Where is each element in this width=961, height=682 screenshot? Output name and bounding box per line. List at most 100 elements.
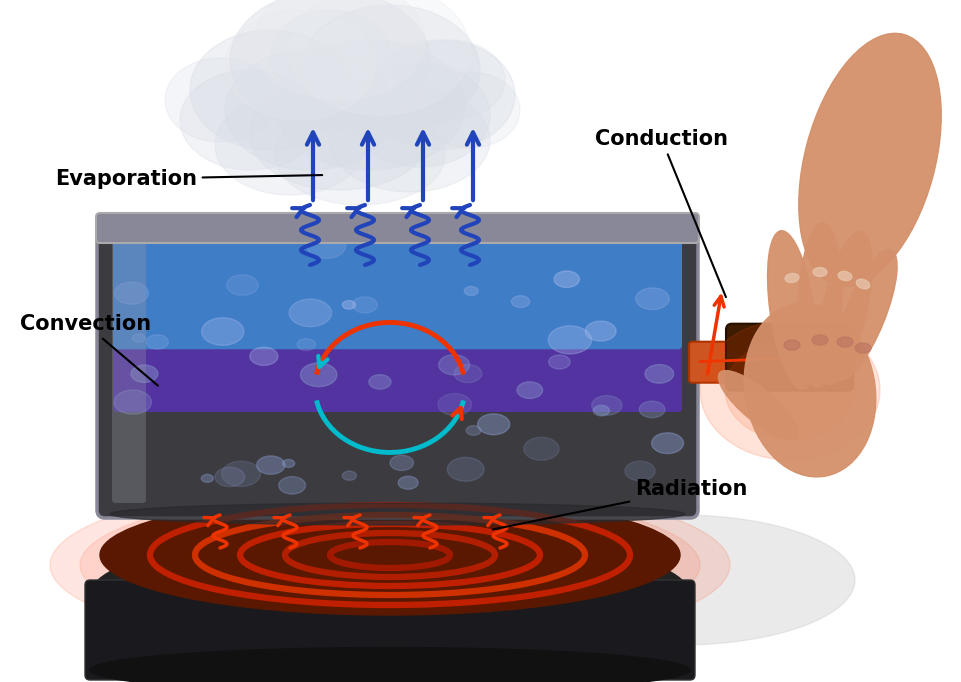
Ellipse shape (593, 405, 609, 416)
Ellipse shape (477, 414, 509, 434)
Ellipse shape (342, 471, 357, 480)
Ellipse shape (784, 273, 799, 282)
Ellipse shape (811, 335, 827, 345)
Ellipse shape (201, 475, 213, 482)
Ellipse shape (364, 40, 514, 150)
Ellipse shape (836, 337, 852, 347)
FancyBboxPatch shape (96, 213, 699, 243)
Ellipse shape (230, 0, 430, 130)
Ellipse shape (297, 338, 315, 351)
Ellipse shape (215, 467, 244, 487)
Ellipse shape (146, 335, 168, 349)
Ellipse shape (395, 40, 505, 120)
Ellipse shape (797, 223, 841, 387)
Ellipse shape (190, 30, 350, 150)
Ellipse shape (225, 50, 395, 170)
Ellipse shape (289, 299, 332, 327)
Ellipse shape (548, 355, 570, 369)
Ellipse shape (638, 401, 664, 418)
Ellipse shape (783, 340, 800, 350)
Ellipse shape (635, 288, 669, 310)
Ellipse shape (250, 347, 278, 366)
FancyBboxPatch shape (688, 342, 736, 383)
Ellipse shape (855, 279, 869, 289)
Ellipse shape (523, 437, 558, 460)
Ellipse shape (389, 455, 413, 471)
Ellipse shape (114, 282, 148, 304)
Ellipse shape (342, 301, 356, 309)
Ellipse shape (352, 297, 377, 313)
Ellipse shape (744, 303, 875, 477)
Ellipse shape (454, 364, 481, 383)
FancyBboxPatch shape (85, 580, 694, 680)
Ellipse shape (114, 390, 151, 414)
Ellipse shape (812, 267, 826, 276)
Ellipse shape (180, 70, 320, 170)
Ellipse shape (165, 58, 275, 142)
Ellipse shape (221, 461, 260, 486)
Ellipse shape (270, 10, 389, 100)
Ellipse shape (700, 320, 879, 460)
Ellipse shape (279, 477, 306, 494)
Ellipse shape (202, 318, 244, 345)
Ellipse shape (438, 355, 469, 375)
Ellipse shape (257, 456, 284, 474)
Ellipse shape (110, 500, 669, 630)
Ellipse shape (554, 271, 579, 287)
Ellipse shape (644, 365, 673, 383)
Ellipse shape (817, 232, 871, 385)
Ellipse shape (511, 295, 530, 308)
Text: Convection: Convection (20, 314, 158, 385)
Ellipse shape (300, 5, 480, 135)
Text: Conduction: Conduction (595, 129, 727, 297)
Ellipse shape (516, 382, 542, 398)
Ellipse shape (854, 343, 870, 353)
FancyBboxPatch shape (726, 324, 852, 391)
Ellipse shape (798, 33, 940, 286)
Ellipse shape (437, 394, 471, 415)
Ellipse shape (283, 460, 294, 467)
Text: Evaporation: Evaporation (55, 169, 322, 189)
FancyBboxPatch shape (97, 217, 698, 518)
Ellipse shape (625, 461, 654, 481)
Ellipse shape (90, 530, 689, 660)
Ellipse shape (718, 370, 797, 439)
Ellipse shape (50, 480, 729, 650)
Ellipse shape (226, 275, 258, 295)
Ellipse shape (131, 365, 158, 383)
Ellipse shape (584, 321, 615, 341)
Ellipse shape (132, 333, 145, 342)
Ellipse shape (289, 0, 470, 115)
Ellipse shape (651, 433, 683, 454)
Ellipse shape (80, 490, 700, 640)
Ellipse shape (250, 80, 430, 190)
Ellipse shape (330, 88, 489, 192)
Ellipse shape (447, 458, 483, 481)
Ellipse shape (90, 647, 689, 682)
Ellipse shape (420, 72, 520, 148)
Ellipse shape (548, 326, 591, 354)
Ellipse shape (725, 340, 854, 440)
Ellipse shape (307, 233, 345, 258)
Ellipse shape (466, 426, 480, 435)
Ellipse shape (225, 10, 375, 120)
FancyBboxPatch shape (112, 233, 681, 349)
Ellipse shape (505, 515, 854, 645)
Ellipse shape (214, 95, 364, 195)
Ellipse shape (275, 40, 464, 170)
FancyBboxPatch shape (112, 233, 681, 412)
Ellipse shape (300, 363, 336, 387)
Ellipse shape (832, 250, 897, 381)
Ellipse shape (398, 476, 418, 489)
Ellipse shape (100, 495, 679, 615)
Ellipse shape (275, 105, 445, 205)
Ellipse shape (464, 286, 478, 295)
Ellipse shape (368, 374, 391, 389)
Ellipse shape (255, 0, 425, 100)
Ellipse shape (350, 63, 489, 167)
Ellipse shape (767, 231, 816, 389)
Ellipse shape (110, 503, 684, 525)
FancyBboxPatch shape (111, 237, 146, 503)
Text: Radiation: Radiation (492, 479, 747, 529)
Ellipse shape (591, 396, 621, 415)
